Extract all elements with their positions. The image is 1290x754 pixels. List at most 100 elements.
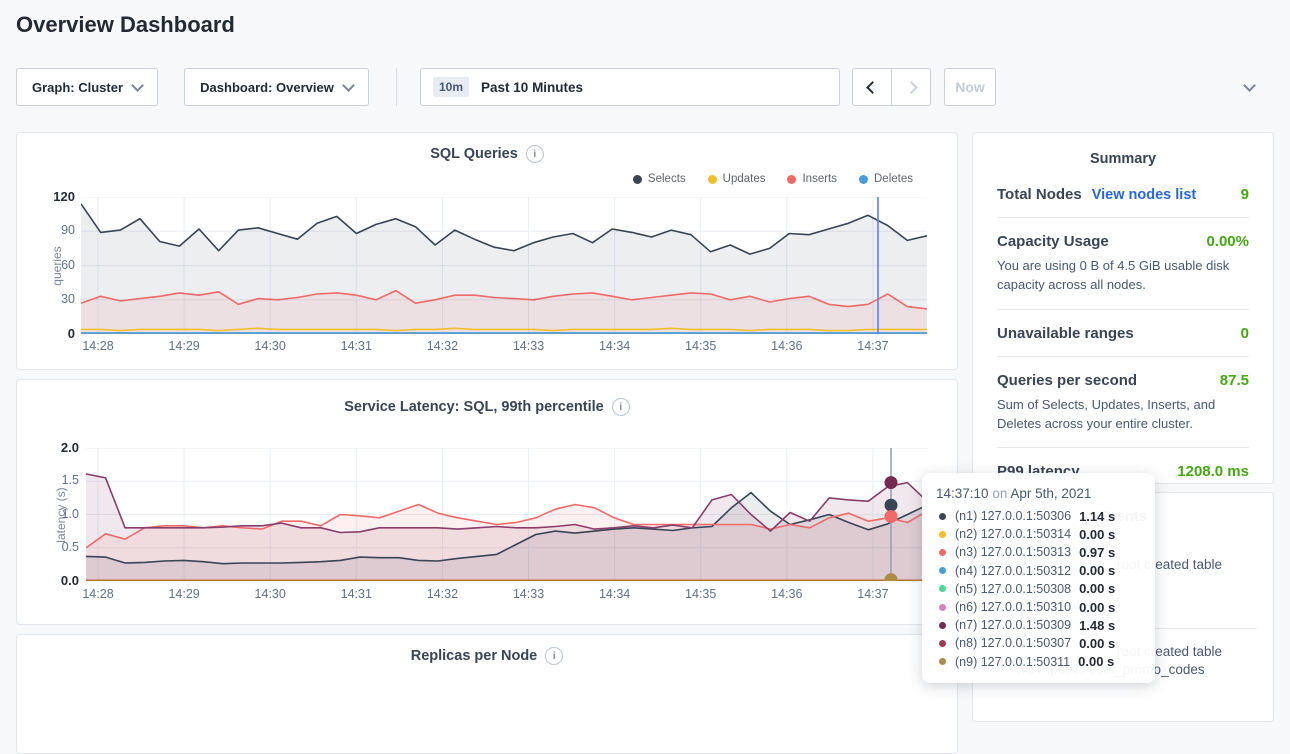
x-axis-tick: 14:30 bbox=[246, 339, 294, 353]
page-title: Overview Dashboard bbox=[16, 12, 235, 38]
summary-row: Total Nodes View nodes list 9 bbox=[997, 171, 1249, 217]
dashboard-dropdown-label: Dashboard: Overview bbox=[200, 80, 334, 95]
tooltip-node-address: (n4) 127.0.0.1:50312 bbox=[955, 564, 1071, 578]
summary-row-value: 0.00% bbox=[1206, 233, 1249, 250]
tooltip-timestamp: 14:37:10 on Apr 5th, 2021 bbox=[936, 486, 1141, 501]
graph-dropdown[interactable]: Graph: Cluster bbox=[16, 68, 158, 106]
series-dot-icon bbox=[939, 513, 946, 520]
tooltip-node-row: (n6) 127.0.0.1:503100.00 s bbox=[936, 598, 1141, 616]
tooltip-node-address: (n2) 127.0.0.1:50314 bbox=[955, 527, 1071, 541]
y-axis-tick: 90 bbox=[41, 223, 75, 237]
series-dot-icon bbox=[939, 567, 946, 574]
time-range-label: Past 10 Minutes bbox=[481, 80, 583, 95]
x-axis-tick: 14:32 bbox=[418, 587, 466, 601]
tooltip-node-row: (n7) 127.0.0.1:503091.48 s bbox=[936, 616, 1141, 634]
sql-queries-plot[interactable] bbox=[81, 197, 927, 334]
y-axis-tick: 2.0 bbox=[45, 440, 79, 455]
x-axis-tick: 14:36 bbox=[763, 587, 811, 601]
legend-item-selects[interactable]: Selects bbox=[633, 173, 686, 185]
x-axis-tick: 14:29 bbox=[160, 339, 208, 353]
tooltip-node-address: (n7) 127.0.0.1:50309 bbox=[955, 618, 1071, 632]
summary-title: Summary bbox=[973, 151, 1273, 167]
legend-dot-icon bbox=[787, 175, 796, 184]
overview-dashboard-page: Overview Dashboard Graph: Cluster Dashbo… bbox=[0, 0, 1290, 689]
chart-title: Replicas per Node i bbox=[17, 647, 957, 665]
chevron-down-icon bbox=[1243, 79, 1256, 92]
view-nodes-list-link[interactable]: View nodes list bbox=[1092, 187, 1197, 203]
chevron-right-icon bbox=[905, 81, 918, 94]
sql-queries-chart-panel: SQL Queries i SelectsUpdatesInsertsDelet… bbox=[16, 132, 958, 370]
summary-row-head: Queries per second87.5 bbox=[997, 372, 1249, 389]
tooltip-node-row: (n2) 127.0.0.1:503140.00 s bbox=[936, 525, 1141, 543]
time-prev-button[interactable] bbox=[852, 68, 892, 106]
x-axis-tick: 14:28 bbox=[74, 587, 122, 601]
chart-legend: Selects Updates Inserts Deletes bbox=[633, 173, 913, 185]
info-icon[interactable]: i bbox=[612, 398, 630, 416]
y-axis-tick: 120 bbox=[41, 189, 75, 204]
tooltip-node-address: (n3) 127.0.0.1:50313 bbox=[955, 545, 1071, 559]
tooltip-node-value: 0.00 s bbox=[1079, 600, 1115, 615]
time-next-button[interactable] bbox=[891, 68, 931, 106]
series-dot-icon bbox=[939, 604, 946, 611]
legend-label: Updates bbox=[723, 173, 766, 185]
tooltip-node-value: 0.00 s bbox=[1079, 581, 1115, 596]
summary-row: Queries per second87.5Sum of Selects, Up… bbox=[997, 356, 1249, 448]
summary-row-label: Capacity Usage bbox=[997, 233, 1109, 250]
dashboard-dropdown[interactable]: Dashboard: Overview bbox=[184, 68, 369, 106]
divider bbox=[396, 68, 397, 106]
summary-panel: Summary Total Nodes View nodes list 9 Capac… bbox=[972, 132, 1274, 484]
info-icon[interactable]: i bbox=[545, 647, 563, 665]
y-axis-tick: 60 bbox=[41, 258, 75, 272]
legend-dot-icon bbox=[633, 175, 642, 184]
tooltip-node-value: 0.97 s bbox=[1079, 545, 1115, 560]
summary-row-head: Unavailable ranges0 bbox=[997, 325, 1249, 342]
info-icon[interactable]: i bbox=[526, 145, 544, 163]
tooltip-node-row: (n8) 127.0.0.1:503070.00 s bbox=[936, 634, 1141, 652]
legend-item-updates[interactable]: Updates bbox=[708, 173, 766, 185]
x-axis-tick: 14:35 bbox=[677, 339, 725, 353]
x-axis-tick: 14:33 bbox=[505, 587, 553, 601]
tooltip-node-row: (n1) 127.0.0.1:50306 1.14 s bbox=[936, 507, 1141, 525]
tooltip-node-value: 0.00 s bbox=[1079, 563, 1115, 578]
summary-row-head: Capacity Usage 0.00% bbox=[997, 233, 1249, 250]
x-axis-tick: 14:37 bbox=[849, 339, 897, 353]
legend-label: Deletes bbox=[874, 173, 913, 185]
legend-label: Selects bbox=[648, 173, 686, 185]
summary-row-label: Total Nodes bbox=[997, 186, 1082, 203]
tooltip-node-address: (n8) 127.0.0.1:50307 bbox=[955, 636, 1071, 650]
series-dot-icon bbox=[939, 640, 946, 647]
x-axis-tick: 14:28 bbox=[74, 339, 122, 353]
chart-title-text: Replicas per Node bbox=[411, 648, 538, 664]
chevron-left-icon bbox=[866, 81, 879, 94]
tooltip-node-address: (n1) 127.0.0.1:50306 bbox=[955, 509, 1071, 523]
service-latency-chart-panel: Service Latency: SQL, 99th percentile i … bbox=[16, 379, 958, 625]
y-axis-tick: 30 bbox=[41, 292, 75, 306]
legend-item-deletes[interactable]: Deletes bbox=[859, 173, 913, 185]
legend-dot-icon bbox=[859, 175, 868, 184]
legend-item-inserts[interactable]: Inserts bbox=[787, 173, 837, 185]
summary-row: Unavailable ranges0 bbox=[997, 309, 1249, 356]
x-axis-tick: 14:37 bbox=[849, 587, 897, 601]
legend-dot-icon bbox=[708, 175, 717, 184]
x-axis-tick: 14:34 bbox=[591, 587, 639, 601]
tooltip-node-address: (n9) 127.0.0.1:50311 bbox=[955, 655, 1070, 669]
summary-row-value: 9 bbox=[1241, 186, 1249, 203]
tooltip-node-value: 0.00 s bbox=[1078, 654, 1114, 669]
time-range-badge: 10m bbox=[433, 77, 469, 97]
x-axis-tick: 14:31 bbox=[332, 587, 380, 601]
now-button-label: Now bbox=[955, 79, 985, 95]
tooltip-node-row: (n3) 127.0.0.1:50313 0.97 s bbox=[936, 543, 1141, 561]
x-axis-tick: 14:36 bbox=[763, 339, 811, 353]
now-button[interactable]: Now bbox=[944, 68, 996, 106]
tooltip-node-value: 1.14 s bbox=[1079, 509, 1115, 524]
service-latency-plot[interactable] bbox=[86, 448, 927, 581]
x-axis-tick: 14:30 bbox=[246, 587, 294, 601]
chart-title: Service Latency: SQL, 99th percentile i bbox=[17, 398, 957, 416]
summary-row-value: 1208.0 ms bbox=[1177, 463, 1249, 480]
chevron-down-icon bbox=[342, 79, 355, 92]
time-range-dropdown[interactable]: 10m Past 10 Minutes bbox=[420, 68, 840, 106]
y-axis-tick: 0.0 bbox=[45, 573, 79, 588]
x-axis-tick: 14:32 bbox=[418, 339, 466, 353]
x-axis-tick: 14:31 bbox=[332, 339, 380, 353]
summary-row-value: 87.5 bbox=[1220, 372, 1249, 389]
